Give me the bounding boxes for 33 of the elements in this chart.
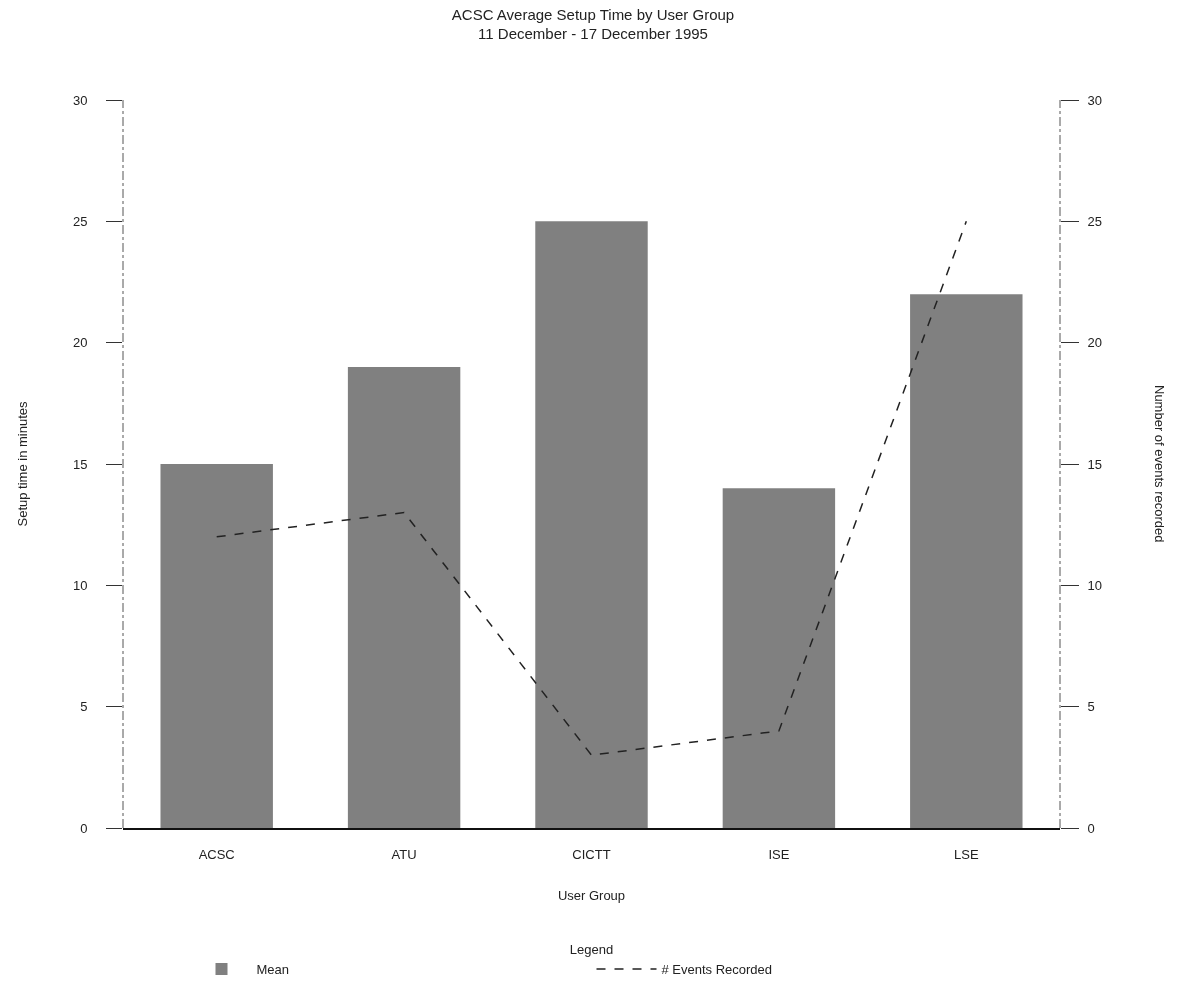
y2-tick-label: 20 xyxy=(1087,335,1103,351)
x-tick-label: CICTT xyxy=(572,847,611,863)
line-series xyxy=(215,220,968,756)
y2-tick-label: 25 xyxy=(1087,213,1103,229)
y2-tick-label: 0 xyxy=(1087,820,1095,836)
bar xyxy=(910,294,1023,828)
x-tick-label: LSE xyxy=(954,847,979,863)
y2-tick-label: 30 xyxy=(1087,92,1103,108)
bar xyxy=(347,366,461,828)
y-tick-label: 10 xyxy=(72,577,88,593)
x-axis-title: User Group xyxy=(557,888,626,904)
y2-tick-label: 15 xyxy=(1087,456,1103,472)
y-tick-label: 15 xyxy=(72,456,88,472)
bar xyxy=(160,464,273,828)
chart-title: ACSC Average Setup Time by User Group xyxy=(451,5,735,23)
y-tick-label: 5 xyxy=(80,699,88,715)
bar xyxy=(722,488,836,828)
y-axis-title: Setup time in minutes xyxy=(14,401,30,527)
y2-tick-label: 5 xyxy=(1087,699,1095,715)
x-tick-label: ACSC xyxy=(198,847,235,863)
legend-title: Legend xyxy=(569,942,614,958)
x-tick-label: ISE xyxy=(768,847,790,863)
y-tick-label: 20 xyxy=(72,335,88,351)
legend-label: # Events Recorded xyxy=(661,962,773,978)
x-tick-label: ATU xyxy=(391,847,417,863)
y-tick-label: 0 xyxy=(80,820,88,836)
y-tick-label: 30 xyxy=(72,92,88,108)
y-tick-label: 25 xyxy=(72,213,88,229)
legend-label: Mean xyxy=(256,962,290,978)
y2-axis-title: Number of events recorded xyxy=(1152,385,1167,543)
y2-tick-label: 10 xyxy=(1087,577,1103,593)
bar xyxy=(535,221,648,828)
chart-subtitle: 11 December - 17 December 1995 xyxy=(478,25,708,43)
